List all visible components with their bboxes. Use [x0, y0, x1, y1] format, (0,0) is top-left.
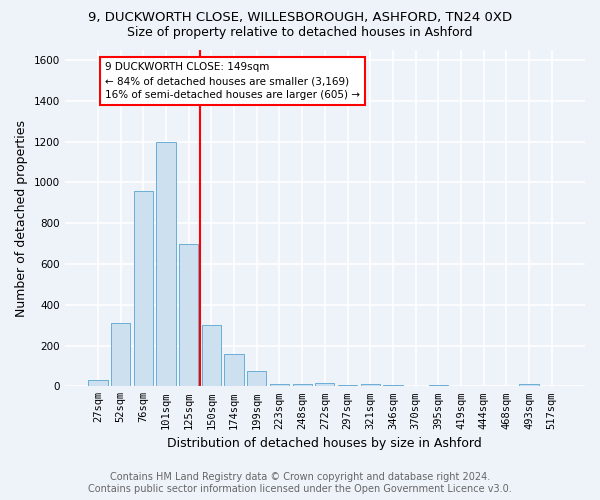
- Text: Contains HM Land Registry data © Crown copyright and database right 2024.
Contai: Contains HM Land Registry data © Crown c…: [88, 472, 512, 494]
- Text: 9, DUCKWORTH CLOSE, WILLESBOROUGH, ASHFORD, TN24 0XD: 9, DUCKWORTH CLOSE, WILLESBOROUGH, ASHFO…: [88, 11, 512, 24]
- Bar: [202, 325, 221, 386]
- Bar: [247, 371, 266, 386]
- Bar: [293, 384, 312, 386]
- Bar: [134, 190, 153, 386]
- Bar: [361, 384, 380, 386]
- Bar: [157, 142, 176, 386]
- Bar: [224, 354, 244, 386]
- Text: 9 DUCKWORTH CLOSE: 149sqm
← 84% of detached houses are smaller (3,169)
16% of se: 9 DUCKWORTH CLOSE: 149sqm ← 84% of detac…: [105, 62, 360, 100]
- Bar: [520, 384, 539, 386]
- Bar: [111, 323, 130, 386]
- Bar: [315, 383, 334, 386]
- Bar: [270, 384, 289, 386]
- Y-axis label: Number of detached properties: Number of detached properties: [15, 120, 28, 316]
- X-axis label: Distribution of detached houses by size in Ashford: Distribution of detached houses by size …: [167, 437, 482, 450]
- Bar: [179, 244, 199, 386]
- Text: Size of property relative to detached houses in Ashford: Size of property relative to detached ho…: [127, 26, 473, 39]
- Bar: [88, 380, 107, 386]
